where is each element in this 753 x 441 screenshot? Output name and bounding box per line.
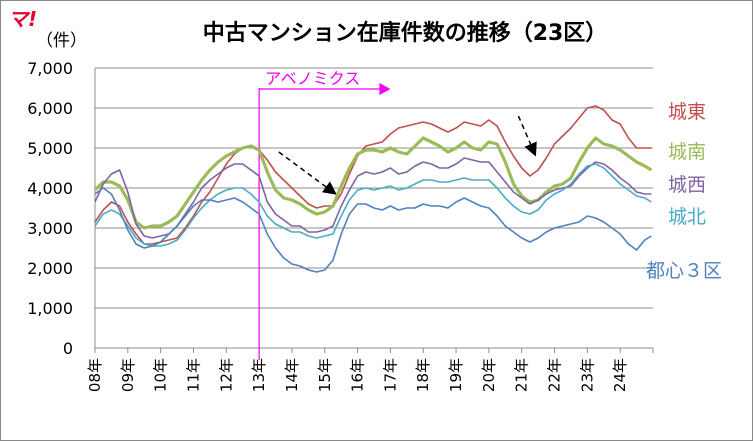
y-tick-label: 3,000 [27,219,73,238]
y-tick-label: 1,000 [27,299,73,318]
series-label: 城北 [668,206,706,228]
x-tick-label: 19年 [447,358,465,392]
x-tick-label: 14年 [283,358,301,392]
annotation-layer: アベノミクス [258,69,537,360]
series-label: 都心３区 [646,260,722,282]
x-tick-label: 21年 [513,358,531,392]
abenomics-label: アベノミクス [265,69,360,88]
grid-layer [94,67,653,349]
series-label: 城西 [668,174,706,196]
y-axis-unit-label: （件） [36,31,87,51]
abenomics-arrow-head [379,83,391,95]
series-label: 城東 [668,101,706,123]
series-layer [93,105,653,273]
x-tick-label: 15年 [316,358,334,392]
series-line [94,105,652,245]
x-tick-label: 23年 [578,358,596,392]
x-tick-label: 20年 [480,358,498,392]
y-tick-label: 0 [63,339,73,358]
x-tick-label: 10年 [152,358,170,392]
x-tick-label: 13年 [250,358,268,392]
series-label: 城南 [668,141,706,163]
trend-dashed-arrow [278,151,337,195]
y-tick-label: 2,000 [27,259,73,278]
x-tick-label: 12年 [217,358,235,392]
series-line [94,157,652,239]
x-tick-label: 18年 [414,358,432,392]
logo-mark: マ! [8,7,37,31]
y-tick-label: 4,000 [27,179,73,198]
trend-dashed-arrow [517,115,537,157]
y-tick-label: 7,000 [27,59,73,78]
series-line [93,136,653,230]
x-tick-label: 09年 [119,358,137,392]
x-tick-label: 16年 [349,358,367,392]
x-tick-label: 22年 [546,358,564,392]
series-line [94,187,652,273]
y-tick-label: 5,000 [27,139,73,158]
x-tick-label: 24年 [611,358,629,392]
x-tick-label: 08年 [86,358,104,392]
x-tick-label: 11年 [184,358,202,392]
x-tick-layer: 08年 09年 10年 11年 12年 13年 14年 15年 16年 17年 18年 19年 20年 2… [86,348,654,392]
series-line [94,163,652,247]
y-tick-label: 6,000 [27,99,73,118]
y-tick-layer: 0 1,000 2,000 3,000 4,000 5,000 6,000 7,000 [27,59,73,358]
x-tick-label: 17年 [381,358,399,392]
chart-title: 中古マンション在庫件数の推移（23区） [203,20,608,46]
